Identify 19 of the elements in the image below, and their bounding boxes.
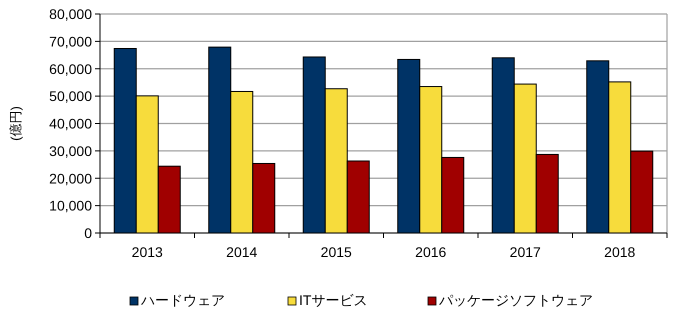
x-tick-label: 2015 (320, 244, 352, 260)
y-tick-label: 60,000 (49, 60, 92, 77)
y-tick-label: 40,000 (49, 116, 92, 132)
legend-label: ハードウェア (140, 292, 225, 308)
x-tick-label: 2013 (132, 244, 164, 260)
y-tick-label: 30,000 (49, 142, 92, 159)
x-tick-label: 2017 (510, 244, 542, 260)
legend-label: パッケージソフトウェア (438, 292, 593, 308)
x-tick-label: 2018 (604, 244, 636, 260)
y-tick-label: 10,000 (49, 198, 92, 214)
y-tick-label: 20,000 (49, 170, 92, 186)
x-tick-label: 2014 (226, 244, 258, 260)
y-tick-label: 70,000 (49, 33, 92, 50)
x-tick-label: 2016 (415, 244, 447, 260)
legend-label: ITサービス (299, 292, 368, 308)
y-tick-label: 80,000 (49, 6, 92, 22)
y-axis-title: (億円) (8, 106, 23, 141)
y-tick-label: 50,000 (49, 88, 92, 104)
y-tick-label: 0 (84, 225, 92, 241)
